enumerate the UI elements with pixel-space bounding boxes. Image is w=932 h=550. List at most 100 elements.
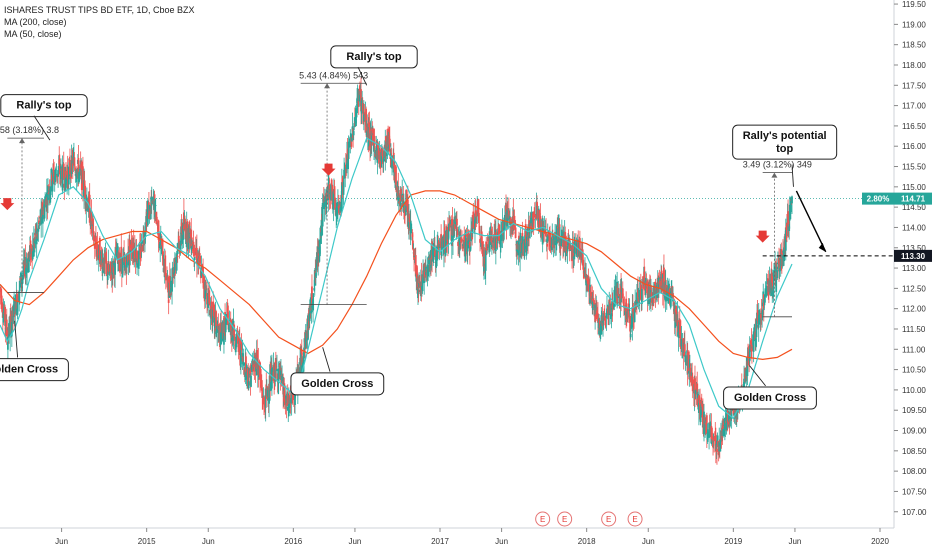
candle-body — [234, 343, 237, 353]
x-tick-label: 2015 — [138, 537, 156, 546]
candle-body — [461, 247, 464, 249]
candle-body — [304, 330, 307, 349]
candle-body — [193, 257, 196, 261]
candle-body — [261, 399, 264, 405]
candle-body — [526, 228, 529, 240]
candle-body — [71, 159, 74, 169]
candle-body — [410, 229, 413, 231]
candle-body — [457, 241, 459, 246]
candle-body — [533, 219, 536, 221]
candle-body — [190, 229, 193, 248]
candle-body — [259, 373, 262, 381]
candle-body — [784, 227, 787, 251]
measurement: 5.43 (4.84%) 543 — [299, 70, 368, 306]
candle-body — [408, 216, 411, 223]
earnings-event[interactable]: E — [627, 511, 643, 527]
candle-body — [154, 200, 157, 218]
event-label: E — [540, 515, 545, 524]
candle-body — [54, 169, 57, 171]
candle-body — [373, 140, 375, 152]
candle-body — [531, 212, 534, 227]
candle-body — [497, 226, 500, 241]
candle-body — [492, 240, 494, 242]
candle-body — [373, 135, 376, 146]
candle-body — [724, 417, 727, 424]
candle-body — [137, 250, 140, 269]
candle-body — [62, 163, 65, 179]
x-tick-label: Jun — [348, 537, 361, 546]
candle-body — [712, 444, 714, 448]
candle-body — [377, 150, 380, 154]
candle-body — [772, 286, 775, 297]
candle-body — [311, 286, 313, 306]
candle-body — [357, 101, 360, 106]
candle-body — [121, 258, 124, 278]
candle-body — [327, 179, 330, 184]
candle-body — [193, 244, 195, 257]
callout: Golden Cross — [723, 386, 817, 410]
candle-body — [182, 218, 185, 240]
ma50-line — [0, 137, 793, 420]
candle-body — [61, 164, 64, 191]
candle-body — [748, 348, 751, 362]
candle-body — [671, 286, 674, 298]
candle-body — [388, 138, 391, 147]
candle-body — [639, 284, 642, 300]
candle-body — [280, 370, 282, 378]
x-tick-label: 2018 — [578, 537, 596, 546]
chart-legend: ISHARES TRUST TIPS BD ETF, 1D, Cboe BZX … — [4, 4, 195, 40]
candle-body — [413, 256, 416, 257]
candle-body — [611, 304, 614, 308]
candle-body — [599, 324, 602, 332]
candle-body — [581, 249, 584, 265]
candle-body — [363, 113, 366, 115]
callout-label: Rally's top — [16, 100, 71, 112]
candle-body — [242, 356, 245, 362]
candle-body — [67, 166, 70, 185]
y-tick-label: 115.50 — [902, 163, 926, 172]
candle-body — [6, 336, 9, 350]
candle-body — [633, 309, 636, 323]
earnings-event[interactable]: E — [557, 511, 573, 527]
candle-body — [411, 234, 414, 237]
candle-body — [439, 242, 441, 244]
candle-body — [263, 396, 265, 405]
candle-body — [220, 322, 223, 332]
candle-body — [199, 256, 202, 264]
candle-body — [338, 201, 341, 207]
candle-body — [522, 236, 524, 246]
candle-body — [520, 236, 523, 253]
candle-body — [260, 382, 263, 387]
candle-body — [264, 408, 267, 413]
candle-body — [49, 186, 52, 196]
candle-body — [468, 235, 471, 247]
candle-body — [331, 184, 334, 205]
candle-body — [52, 164, 55, 173]
candle-body — [374, 152, 377, 154]
candle-body — [499, 240, 502, 245]
candle-body — [456, 229, 459, 236]
candle-body — [704, 423, 707, 425]
candle-body — [96, 243, 99, 254]
candle-body — [348, 141, 351, 147]
candle-body — [314, 272, 317, 277]
earnings-event[interactable]: E — [601, 511, 617, 527]
candle-body — [438, 243, 441, 248]
earnings-event[interactable]: E — [535, 511, 551, 527]
candle-body — [694, 378, 696, 400]
candle-body — [334, 197, 336, 210]
candle-body — [463, 234, 466, 252]
callout-box — [732, 124, 838, 160]
candle-body — [643, 271, 646, 283]
candle-body — [750, 338, 753, 352]
candle-body — [485, 241, 488, 251]
candle-body — [748, 358, 751, 366]
candle-body — [312, 295, 315, 297]
candle-body — [144, 232, 146, 240]
candle-body — [97, 255, 100, 259]
y-tick-label: 119.00 — [902, 20, 926, 29]
candle-body — [753, 334, 756, 337]
candle-body — [776, 270, 779, 279]
candle-body — [744, 378, 747, 382]
